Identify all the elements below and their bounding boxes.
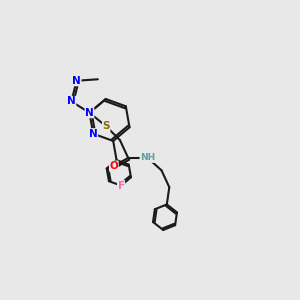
Text: N: N bbox=[89, 129, 98, 139]
Text: S: S bbox=[103, 122, 110, 131]
Text: N: N bbox=[67, 96, 76, 106]
Text: O: O bbox=[110, 161, 118, 171]
Text: F: F bbox=[118, 181, 124, 190]
Text: NH: NH bbox=[140, 153, 155, 162]
Text: N: N bbox=[72, 76, 81, 86]
Text: N: N bbox=[85, 108, 94, 118]
